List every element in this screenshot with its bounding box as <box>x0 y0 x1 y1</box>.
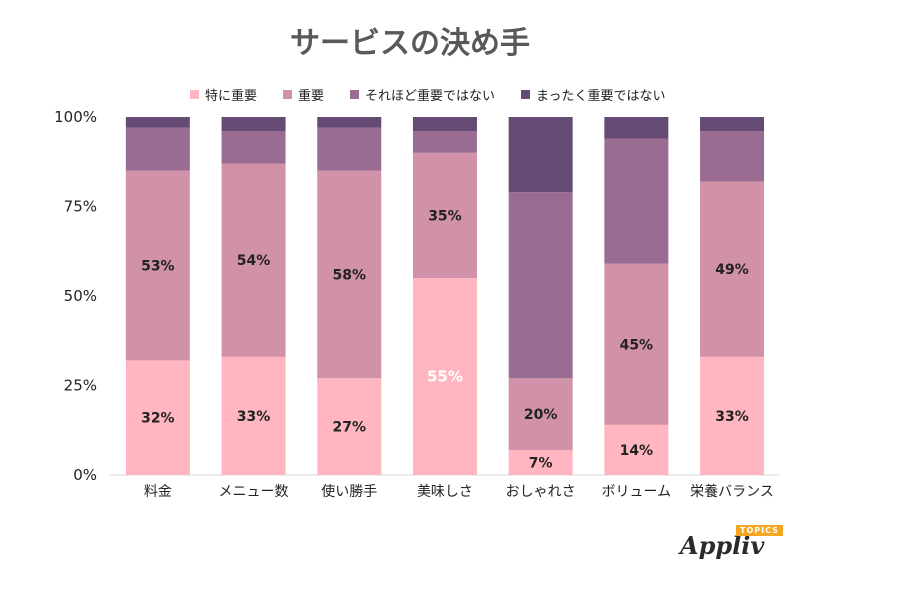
legend: 特に重要 重要 それほど重要ではない まったく重要ではない <box>190 85 666 104</box>
bar-segment <box>317 170 382 379</box>
bar-segment <box>604 117 669 139</box>
y-tick-label: 75% <box>64 198 97 216</box>
legend-label-not-important-at-all: まったく重要ではない <box>536 89 666 104</box>
x-tick-label: おしゃれさ <box>506 484 576 500</box>
data-label: 45% <box>620 337 654 353</box>
x-tick-label: ボリューム <box>602 484 672 500</box>
bar-segment <box>508 117 573 193</box>
data-label: 53% <box>141 259 175 275</box>
legend-item-particularly-important: 特に重要 <box>190 85 257 104</box>
bar-segment <box>700 356 765 475</box>
bar-segment <box>508 449 573 475</box>
data-label: 33% <box>715 409 749 425</box>
data-label: 20% <box>524 407 558 423</box>
bar-segment <box>412 278 477 475</box>
legend-swatch-important <box>283 90 293 99</box>
appliv-logo: Appliv TOPICS <box>680 525 790 565</box>
bar-segment <box>508 378 573 450</box>
legend-swatch-not-very-important <box>350 90 360 99</box>
bar-segment <box>700 117 765 132</box>
legend-item-not-very-important: それほど重要ではない <box>350 85 495 104</box>
data-label: 54% <box>237 253 271 269</box>
bar-segment <box>317 117 382 128</box>
legend-swatch-not-important-at-all <box>521 90 531 99</box>
bar-segment <box>125 170 190 361</box>
bar-segment <box>125 127 190 171</box>
legend-label-not-very-important: それほど重要ではない <box>365 89 496 104</box>
y-tick-label: 0% <box>73 466 97 484</box>
bar-segment <box>125 117 190 128</box>
bar-segment <box>604 138 669 264</box>
data-label: 7% <box>529 455 553 471</box>
bar-segment <box>508 192 573 379</box>
bar-segment <box>604 263 669 425</box>
legend-label-particularly-important: 特に重要 <box>205 89 258 104</box>
data-label: 55% <box>427 368 463 386</box>
data-label: 14% <box>620 443 654 459</box>
legend-label-important: 重要 <box>298 89 325 104</box>
data-label: 27% <box>332 420 366 436</box>
bar-segment <box>412 117 477 132</box>
bar-segment <box>125 360 190 475</box>
bar-segment <box>412 152 477 279</box>
x-tick-label: 美味しさ <box>417 484 473 500</box>
legend-swatch-particularly-important <box>190 90 199 99</box>
chart-title: サービスの決め手 <box>290 26 530 61</box>
y-tick-label: 25% <box>64 377 97 395</box>
data-label: 49% <box>715 262 749 278</box>
bar-segment <box>221 117 286 132</box>
y-tick-label: 50% <box>64 287 97 305</box>
bar-segment <box>604 424 669 475</box>
bar-segment <box>700 131 765 182</box>
bar-segment <box>317 127 382 171</box>
x-tick-label: 料金 <box>144 484 172 500</box>
bar-segment <box>221 163 286 357</box>
legend-item-important: 重要 <box>283 85 324 104</box>
bar-segment <box>412 131 477 153</box>
bar-segment <box>221 356 286 475</box>
bar-segment <box>700 181 765 357</box>
data-label: 35% <box>428 208 462 224</box>
logo-badge: TOPICS <box>736 525 783 536</box>
x-tick-label: 栄養バランス <box>690 483 774 500</box>
x-tick-label: 使い勝手 <box>321 483 377 500</box>
bar-segment <box>221 131 286 164</box>
legend-item-not-important-at-all: まったく重要ではない <box>521 85 666 104</box>
x-tick-label: メニュー数 <box>219 484 289 500</box>
data-label: 58% <box>332 268 366 284</box>
data-label: 33% <box>237 409 271 425</box>
bar-segment <box>317 378 382 475</box>
y-tick-label: 100% <box>54 108 97 126</box>
data-label: 32% <box>141 411 175 427</box>
